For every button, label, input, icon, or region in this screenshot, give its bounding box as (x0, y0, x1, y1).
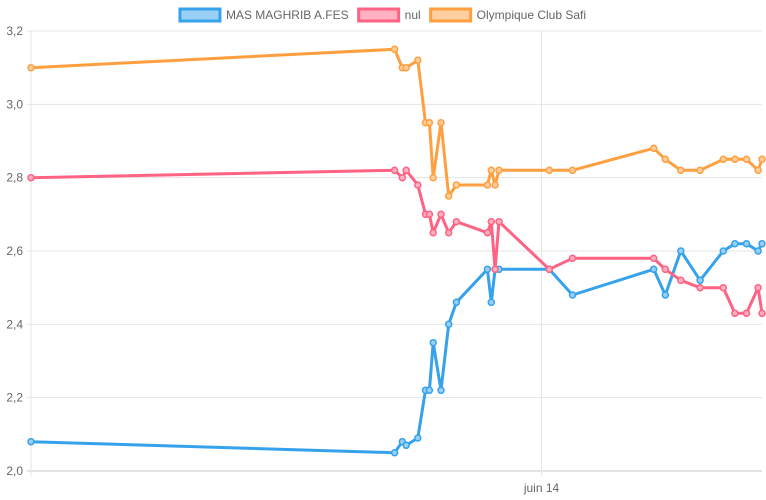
data-point (568, 291, 577, 299)
data-point (429, 228, 437, 237)
legend-swatch (429, 7, 473, 23)
data-point (719, 247, 728, 255)
data-point (661, 265, 670, 274)
y-tick-label: 2,8 (6, 171, 23, 185)
data-point (444, 192, 453, 200)
data-point (27, 63, 35, 72)
data-point (758, 155, 766, 164)
data-point (495, 166, 503, 175)
data-point (437, 118, 445, 127)
data-point (649, 254, 658, 263)
legend-label: nul (405, 8, 421, 22)
series-line (29, 47, 764, 198)
data-point (758, 309, 766, 318)
series-line (29, 168, 764, 315)
data-point (568, 166, 577, 175)
data-point (27, 173, 35, 182)
data-point (661, 155, 670, 164)
data-point (649, 265, 658, 274)
data-point (742, 155, 751, 164)
data-point (696, 283, 704, 292)
y-tick-label: 3,0 (6, 97, 23, 111)
y-tick-label: 3,2 (6, 24, 23, 38)
legend-swatch (178, 7, 222, 23)
legend-label: MAS MAGHRIB A.FES (226, 8, 349, 22)
legend-label: Olympique Club Safi (477, 8, 586, 22)
data-point (414, 56, 422, 65)
data-point (491, 181, 499, 189)
data-point (414, 434, 422, 442)
data-point (758, 239, 766, 248)
data-point (545, 166, 554, 175)
data-point (731, 155, 739, 164)
data-point (491, 265, 499, 274)
series-line (29, 242, 764, 455)
data-point (754, 283, 762, 292)
y-tick-label: 2,0 (6, 464, 23, 478)
legend-item: Olympique Club Safi (429, 7, 586, 23)
data-point (398, 173, 407, 182)
data-point (437, 210, 445, 219)
legend-swatch (357, 7, 401, 23)
data-point (444, 320, 453, 329)
grid (27, 30, 762, 476)
data-point (452, 217, 461, 226)
data-point (677, 247, 685, 255)
data-point (390, 166, 399, 175)
y-axis: 3,2 3,0 2,8 2,6 2,4 2,2 2,0 (6, 24, 23, 478)
data-point (390, 448, 399, 457)
series-layer (27, 45, 766, 457)
legend: MAS MAGHRIB A.FES nul Olympique Club Safi (178, 7, 586, 23)
data-point (731, 239, 739, 248)
data-point (677, 276, 685, 285)
data-point (444, 228, 453, 237)
data-point (27, 437, 35, 446)
data-point (429, 338, 437, 347)
data-point (696, 166, 704, 175)
data-point (402, 441, 410, 450)
legend-item: nul (357, 7, 421, 23)
series-0 (27, 239, 766, 457)
data-point (677, 166, 685, 175)
x-tick-label: juin 14 (523, 481, 560, 495)
data-point (437, 386, 445, 395)
data-point (429, 173, 437, 182)
data-point (487, 166, 496, 175)
data-point (495, 217, 503, 226)
data-point (754, 166, 762, 175)
data-point (487, 217, 496, 226)
x-axis: juin 14 (523, 481, 560, 495)
y-tick-label: 2,6 (6, 244, 23, 258)
data-point (661, 291, 670, 299)
data-point (649, 144, 658, 153)
data-point (402, 166, 410, 175)
data-point (696, 276, 704, 285)
series-2 (27, 45, 766, 200)
data-point (568, 254, 577, 263)
data-point (390, 45, 399, 54)
data-point (402, 63, 410, 72)
y-tick-label: 2,2 (6, 391, 23, 405)
data-point (425, 118, 434, 127)
data-point (719, 283, 728, 292)
data-point (487, 298, 496, 307)
data-point (742, 309, 751, 318)
data-point (731, 309, 739, 318)
data-point (425, 210, 434, 219)
data-point (742, 239, 751, 248)
data-point (425, 386, 434, 395)
data-point (545, 265, 554, 274)
data-point (719, 155, 728, 164)
data-point (483, 265, 492, 274)
data-point (452, 181, 461, 189)
data-point (754, 247, 762, 255)
legend-item: MAS MAGHRIB A.FES (178, 7, 349, 23)
y-tick-label: 2,4 (6, 317, 23, 331)
data-point (483, 228, 492, 237)
series-1 (27, 166, 766, 318)
data-point (483, 181, 492, 189)
data-point (452, 298, 461, 307)
data-point (414, 181, 422, 189)
